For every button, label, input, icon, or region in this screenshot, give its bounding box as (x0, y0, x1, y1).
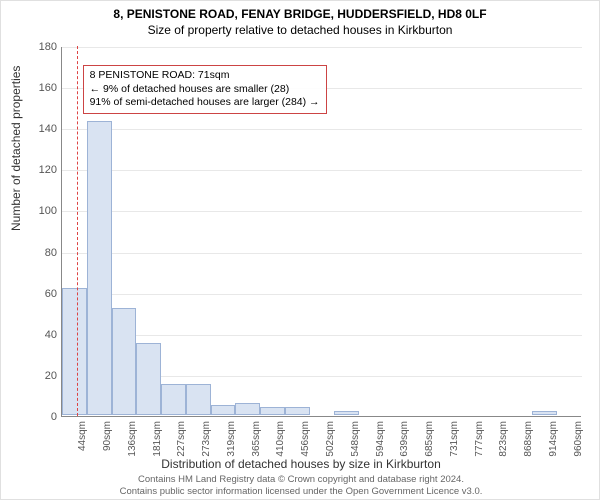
chart-title-main: 8, PENISTONE ROAD, FENAY BRIDGE, HUDDERS… (1, 7, 599, 21)
y-tick-label: 60 (27, 288, 57, 300)
x-tick-label: 136sqm (127, 421, 138, 457)
annotation-line: 8 PENISTONE ROAD: 71sqm (90, 69, 320, 83)
y-tick-label: 0 (27, 411, 57, 423)
x-axis-label: Distribution of detached houses by size … (1, 457, 600, 471)
gridline (62, 170, 582, 171)
x-tick-label: 731sqm (449, 421, 460, 457)
x-tick-label: 90sqm (102, 421, 113, 451)
x-tick-label: 960sqm (573, 421, 584, 457)
chart-container: 8, PENISTONE ROAD, FENAY BRIDGE, HUDDERS… (0, 0, 600, 500)
x-tick-label: 181sqm (152, 421, 163, 457)
annotation-box: 8 PENISTONE ROAD: 71sqm← 9% of detached … (83, 65, 327, 114)
plot-region: 02040608010012014016018044sqm90sqm136sqm… (61, 47, 581, 417)
reference-line (77, 46, 78, 416)
chart-area: 02040608010012014016018044sqm90sqm136sqm… (61, 47, 581, 417)
x-tick-label: 868sqm (523, 421, 534, 457)
x-tick-label: 319sqm (226, 421, 237, 457)
x-tick-label: 502sqm (325, 421, 336, 457)
gridline (62, 129, 582, 130)
histogram-bar (112, 308, 137, 415)
x-tick-label: 365sqm (251, 421, 262, 457)
x-tick-label: 410sqm (275, 421, 286, 457)
y-axis-label: Number of detached properties (9, 66, 23, 231)
gridline (62, 253, 582, 254)
histogram-bar (211, 405, 236, 415)
histogram-bar (62, 288, 87, 415)
gridline (62, 294, 582, 295)
x-tick-label: 823sqm (498, 421, 509, 457)
y-tick-label: 20 (27, 370, 57, 382)
y-tick-label: 80 (27, 247, 57, 259)
x-tick-label: 685sqm (424, 421, 435, 457)
x-tick-label: 777sqm (474, 421, 485, 457)
x-tick-label: 914sqm (548, 421, 559, 457)
x-tick-label: 227sqm (176, 421, 187, 457)
chart-title-sub: Size of property relative to detached ho… (1, 23, 599, 37)
y-tick-label: 140 (27, 123, 57, 135)
annotation-line: ← 9% of detached houses are smaller (28) (90, 83, 320, 97)
annotation-line: 91% of semi-detached houses are larger (… (90, 96, 320, 110)
y-tick-label: 40 (27, 329, 57, 341)
y-tick-label: 180 (27, 41, 57, 53)
y-tick-label: 100 (27, 205, 57, 217)
x-tick-label: 548sqm (350, 421, 361, 457)
histogram-bar (532, 411, 557, 415)
histogram-bar (186, 384, 211, 415)
histogram-bar (235, 403, 260, 415)
gridline (62, 47, 582, 48)
histogram-bar (260, 407, 285, 415)
y-tick-label: 160 (27, 82, 57, 94)
histogram-bar (161, 384, 186, 415)
histogram-bar (285, 407, 310, 415)
footer-attribution: Contains HM Land Registry data © Crown c… (1, 474, 600, 497)
histogram-bar (334, 411, 359, 415)
histogram-bar (136, 343, 161, 415)
y-tick-label: 120 (27, 164, 57, 176)
footer-line-2: Contains public sector information licen… (1, 486, 600, 497)
histogram-bar (87, 121, 112, 415)
footer-line-1: Contains HM Land Registry data © Crown c… (1, 474, 600, 485)
x-tick-label: 456sqm (300, 421, 311, 457)
x-tick-label: 639sqm (399, 421, 410, 457)
x-tick-label: 44sqm (77, 421, 88, 451)
x-tick-label: 594sqm (375, 421, 386, 457)
gridline (62, 335, 582, 336)
gridline (62, 211, 582, 212)
x-tick-label: 273sqm (201, 421, 212, 457)
